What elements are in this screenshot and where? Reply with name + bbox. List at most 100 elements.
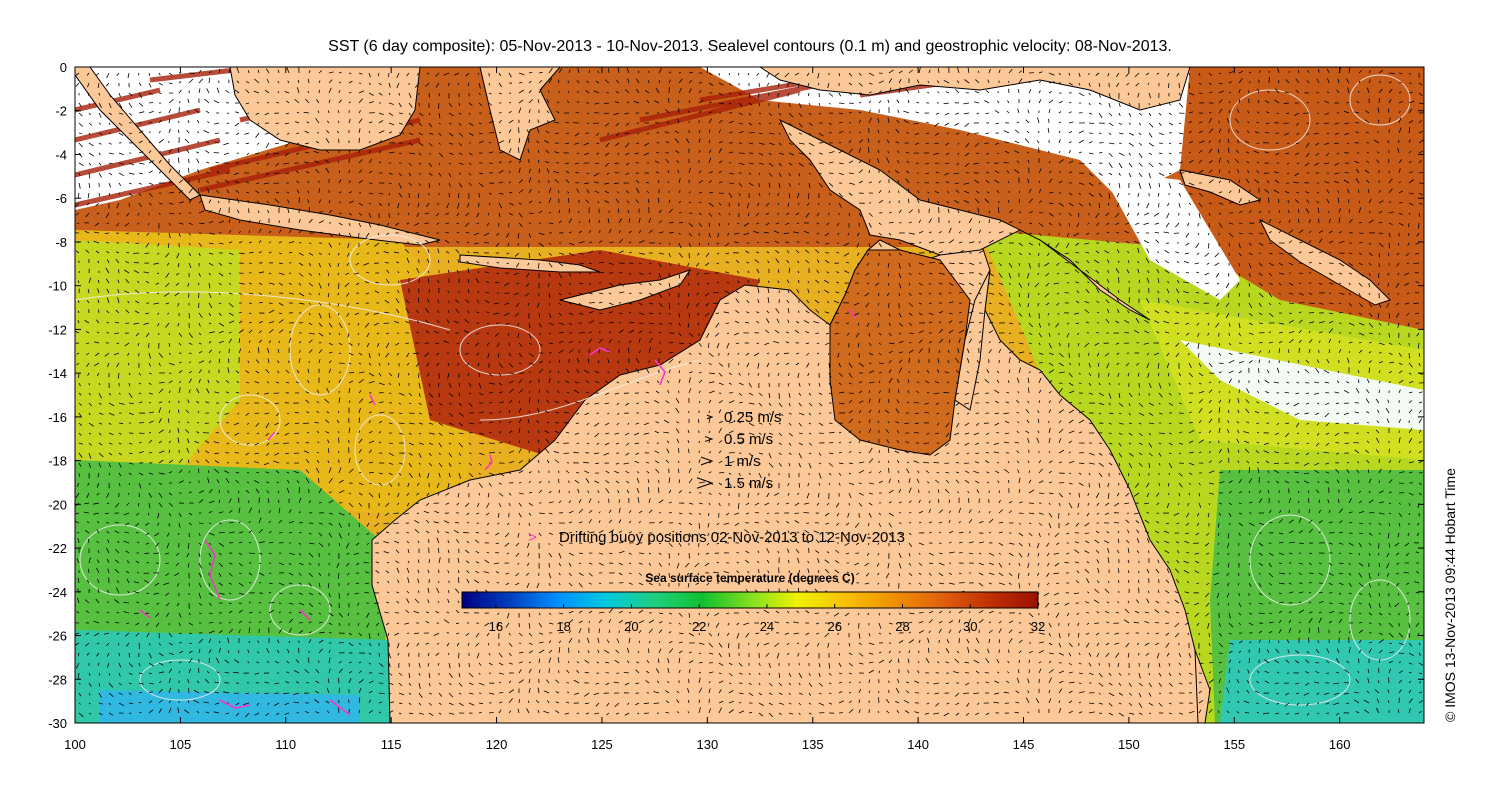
velocity-arrow — [1138, 112, 1143, 116]
velocity-arrow — [1354, 160, 1360, 164]
velocity-arrow — [878, 199, 884, 204]
velocity-arrow — [766, 72, 770, 78]
velocity-arrow — [868, 109, 871, 114]
velocity-arrow — [1348, 67, 1351, 74]
velocity-arrow — [1218, 212, 1222, 215]
velocity-arrow — [933, 152, 940, 156]
velocity-arrow — [437, 248, 440, 254]
velocity-arrow — [408, 122, 414, 126]
velocity-arrow — [1418, 212, 1421, 218]
velocity-arrow — [1138, 122, 1142, 126]
velocity-arrow — [878, 180, 882, 184]
velocity-arrow — [1104, 250, 1110, 254]
velocity-arrow — [166, 262, 170, 266]
velocity-arrow — [788, 102, 791, 108]
velocity-arrow — [545, 149, 550, 154]
velocity-arrow — [178, 212, 182, 215]
velocity-arrow — [554, 151, 560, 154]
velocity-arrow — [1408, 127, 1411, 134]
velocity-arrow — [934, 122, 940, 127]
velocity-arrow — [905, 178, 910, 184]
velocity-arrow — [1058, 180, 1063, 184]
velocity-arrow — [368, 101, 374, 104]
velocity-arrow — [1418, 139, 1424, 144]
velocity-arrow — [604, 190, 610, 194]
velocity-arrow — [397, 212, 400, 216]
velocity-arrow — [105, 82, 110, 87]
velocity-arrow — [256, 102, 260, 104]
velocity-arrow — [508, 129, 512, 134]
velocity-arrow — [948, 227, 952, 234]
velocity-arrow — [368, 82, 371, 85]
velocity-arrow — [1048, 170, 1052, 174]
velocity-arrow — [78, 300, 80, 304]
velocity-arrow — [1338, 231, 1342, 234]
velocity-arrow — [848, 202, 853, 205]
velocity-arrow — [206, 161, 210, 164]
velocity-arrow — [1048, 160, 1051, 164]
velocity-arrow — [1046, 252, 1050, 257]
velocity-arrow — [236, 197, 240, 204]
velocity-arrow — [1038, 168, 1042, 174]
velocity-arrow — [678, 221, 684, 224]
velocity-arrow — [1278, 220, 1282, 224]
land-java — [199, 194, 441, 246]
velocity-arrow — [786, 82, 790, 87]
velocity-arrow — [458, 102, 461, 106]
velocity-arrow — [197, 131, 200, 134]
velocity-arrow — [788, 132, 792, 136]
velocity-arrow — [198, 242, 202, 247]
velocity-arrow — [483, 232, 490, 237]
velocity-arrow — [216, 181, 220, 184]
velocity-arrow — [1398, 222, 1404, 226]
velocity-arrow — [406, 72, 410, 77]
velocity-arrow — [388, 112, 394, 117]
velocity-arrow — [1228, 101, 1231, 104]
velocity-arrow — [1115, 212, 1120, 218]
velocity-arrow — [898, 87, 901, 94]
velocity-arrow — [518, 160, 522, 164]
velocity-arrow — [1355, 131, 1360, 134]
land-new-guinea — [778, 118, 1151, 321]
velocity-arrow — [418, 182, 421, 187]
velocity-arrow — [1018, 252, 1023, 256]
velocity-arrow — [438, 142, 441, 145]
velocity-arrow — [638, 230, 642, 234]
velocity-arrow — [624, 112, 630, 115]
velocity-arrow — [208, 71, 212, 74]
velocity-arrow — [1084, 242, 1090, 245]
velocity-arrow — [1218, 128, 1222, 134]
velocity-arrow — [428, 152, 432, 155]
velocity-arrow — [964, 190, 970, 194]
velocity-arrow — [1058, 159, 1064, 164]
velocity-arrow — [178, 120, 180, 124]
velocity-arrow — [287, 207, 290, 214]
velocity-arrow — [1248, 242, 1252, 246]
velocity-arrow — [245, 89, 250, 94]
velocity-arrow — [1208, 169, 1213, 174]
velocity-arrow — [985, 402, 990, 404]
velocity-arrow — [888, 190, 890, 194]
velocity-arrow — [1408, 192, 1414, 195]
velocity-arrow — [1168, 82, 1170, 89]
velocity-arrow — [488, 120, 494, 124]
velocity-arrow — [688, 282, 690, 286]
velocity-arrow — [265, 68, 270, 74]
velocity-arrow — [1358, 200, 1361, 204]
velocity-arrow — [296, 111, 300, 114]
velocity-arrow — [518, 72, 525, 76]
velocity-arrow — [1128, 122, 1132, 125]
velocity-arrow — [438, 182, 441, 186]
velocity-arrow — [615, 91, 620, 94]
velocity-arrow — [306, 121, 310, 124]
velocity-arrow — [78, 122, 84, 127]
velocity-arrow — [1064, 252, 1070, 254]
velocity-arrow — [1316, 192, 1320, 194]
velocity-arrow — [255, 132, 260, 138]
velocity-arrow — [1268, 252, 1273, 255]
velocity-arrow — [858, 72, 862, 76]
velocity-arrow — [994, 170, 1000, 174]
velocity-arrow — [728, 82, 733, 86]
velocity-arrow — [798, 310, 800, 314]
velocity-arrow — [688, 79, 693, 84]
